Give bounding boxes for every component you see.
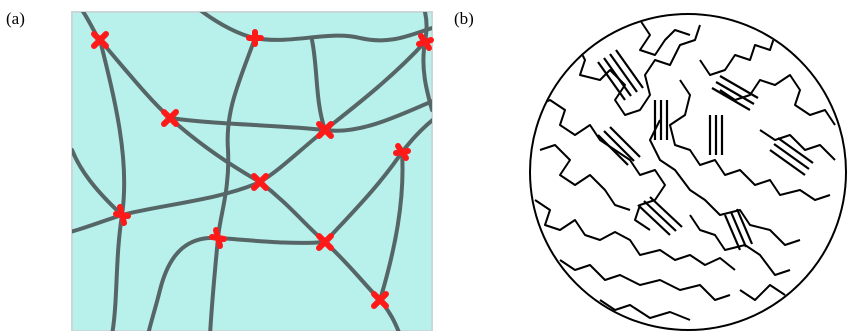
panel-label: (a) — [6, 9, 25, 28]
panel-label: (b) — [454, 9, 474, 28]
network-diagram-b — [530, 14, 846, 330]
figure: (a) (b) — [0, 0, 847, 331]
network-diagram-a — [70, 10, 435, 331]
page: (a) (b) — [0, 0, 847, 331]
